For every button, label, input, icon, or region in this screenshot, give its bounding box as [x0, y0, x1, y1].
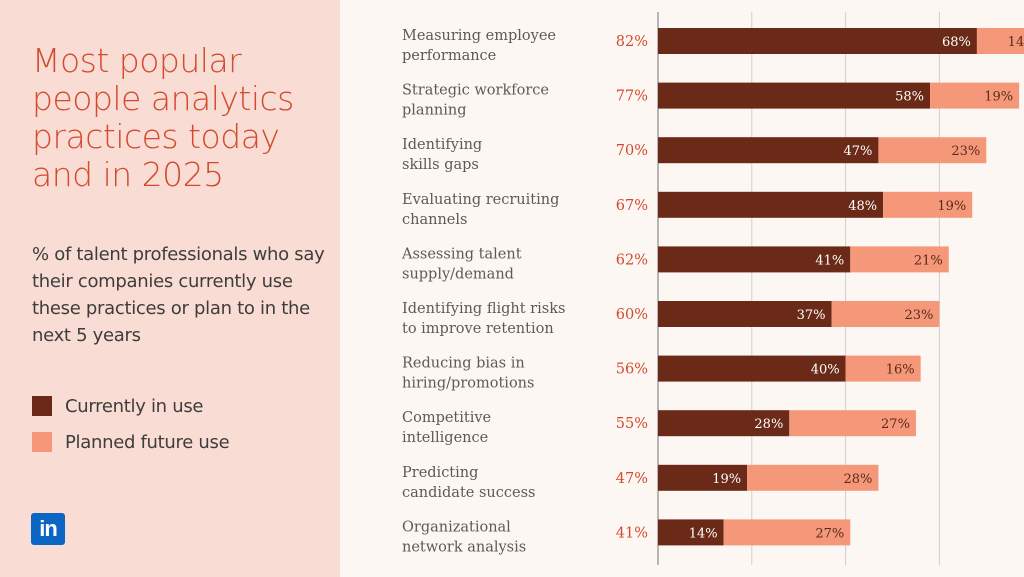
bar-label-current: 14%	[689, 526, 718, 541]
linkedin-logo-icon: in	[31, 513, 65, 545]
bar-planned	[883, 191, 973, 218]
bar-planned	[930, 82, 1020, 109]
bar-current	[658, 137, 879, 164]
category-label: Predicting candidate success	[402, 465, 535, 501]
bar-label-current: 37%	[797, 308, 826, 323]
legend-item-planned: Planned future use	[32, 424, 230, 460]
bar-current	[658, 246, 851, 273]
bar-label-current: 58%	[895, 90, 924, 105]
bar-planned	[789, 410, 916, 437]
category-label: Strategic workforce planning	[402, 83, 549, 119]
bar-current	[658, 28, 977, 54]
bar-current	[658, 464, 748, 491]
left-panel	[0, 0, 340, 577]
total-label: 41%	[616, 525, 648, 541]
bar-label-current: 28%	[754, 417, 783, 432]
legend-label-current: Currently in use	[65, 395, 204, 417]
bar-current	[658, 355, 846, 382]
bar-label-planned: 23%	[904, 308, 933, 323]
bar-planned	[723, 519, 851, 546]
bar-label-planned: 16%	[886, 363, 915, 378]
total-label: 60%	[616, 307, 648, 323]
total-label: 82%	[616, 34, 648, 50]
bar-current	[658, 82, 931, 109]
total-label: 47%	[616, 471, 648, 487]
category-label: Assessing talent supply/demand	[401, 246, 522, 282]
legend-label-planned: Planned future use	[65, 431, 230, 453]
bar-label-planned: 27%	[815, 526, 844, 541]
category-label: Identifying flight risks to improve reten…	[402, 301, 565, 337]
bar-planned	[976, 28, 1024, 54]
bar-label-current: 48%	[848, 199, 877, 214]
legend-item-current: Currently in use	[32, 388, 229, 424]
chart-subtitle: % of talent professionals who say their …	[32, 244, 325, 346]
bar-current	[658, 410, 790, 437]
bar-label-planned: 14%	[1008, 35, 1024, 50]
bar-planned	[850, 246, 949, 273]
bar-label-planned: 27%	[881, 417, 910, 432]
total-label: 70%	[616, 143, 648, 159]
total-label: 77%	[616, 89, 648, 105]
bar-label-planned: 21%	[914, 253, 943, 268]
bar-label-planned: 19%	[984, 90, 1013, 105]
total-label: 55%	[616, 416, 648, 432]
legend: Currently in use Planned future use	[32, 388, 230, 460]
total-label: 67%	[616, 198, 648, 214]
bar-label-planned: 19%	[937, 199, 966, 214]
bar-label-current: 47%	[844, 144, 873, 159]
bar-planned	[747, 464, 879, 491]
category-label: Measuring employee performance	[402, 28, 556, 64]
category-label: Evaluating recruiting channels	[402, 192, 559, 228]
chart-title: Most popular people analytics practices …	[32, 41, 294, 194]
bar-planned	[831, 301, 940, 327]
bar-current	[658, 519, 724, 546]
legend-swatch-planned	[32, 432, 52, 452]
category-label: Organizational network analysis	[402, 519, 526, 555]
bar-label-planned: 28%	[844, 472, 873, 487]
bar-label-current: 19%	[712, 472, 741, 487]
bar-planned	[845, 355, 921, 382]
bar-label-current: 41%	[815, 253, 844, 268]
bar-current	[658, 191, 884, 218]
category-label: Identifying skills gaps	[402, 137, 482, 173]
category-label: Reducing bias in hiring/promotions	[402, 356, 534, 392]
total-label: 62%	[616, 252, 648, 268]
bar-label-planned: 23%	[951, 144, 980, 159]
legend-swatch-current	[32, 396, 52, 416]
category-label: Competitive intelligence	[402, 410, 491, 446]
bar-current	[658, 301, 832, 327]
total-label: 56%	[616, 362, 648, 378]
bar-label-current: 40%	[811, 363, 840, 378]
bar-planned	[878, 137, 987, 164]
bar-label-current: 68%	[942, 35, 971, 50]
